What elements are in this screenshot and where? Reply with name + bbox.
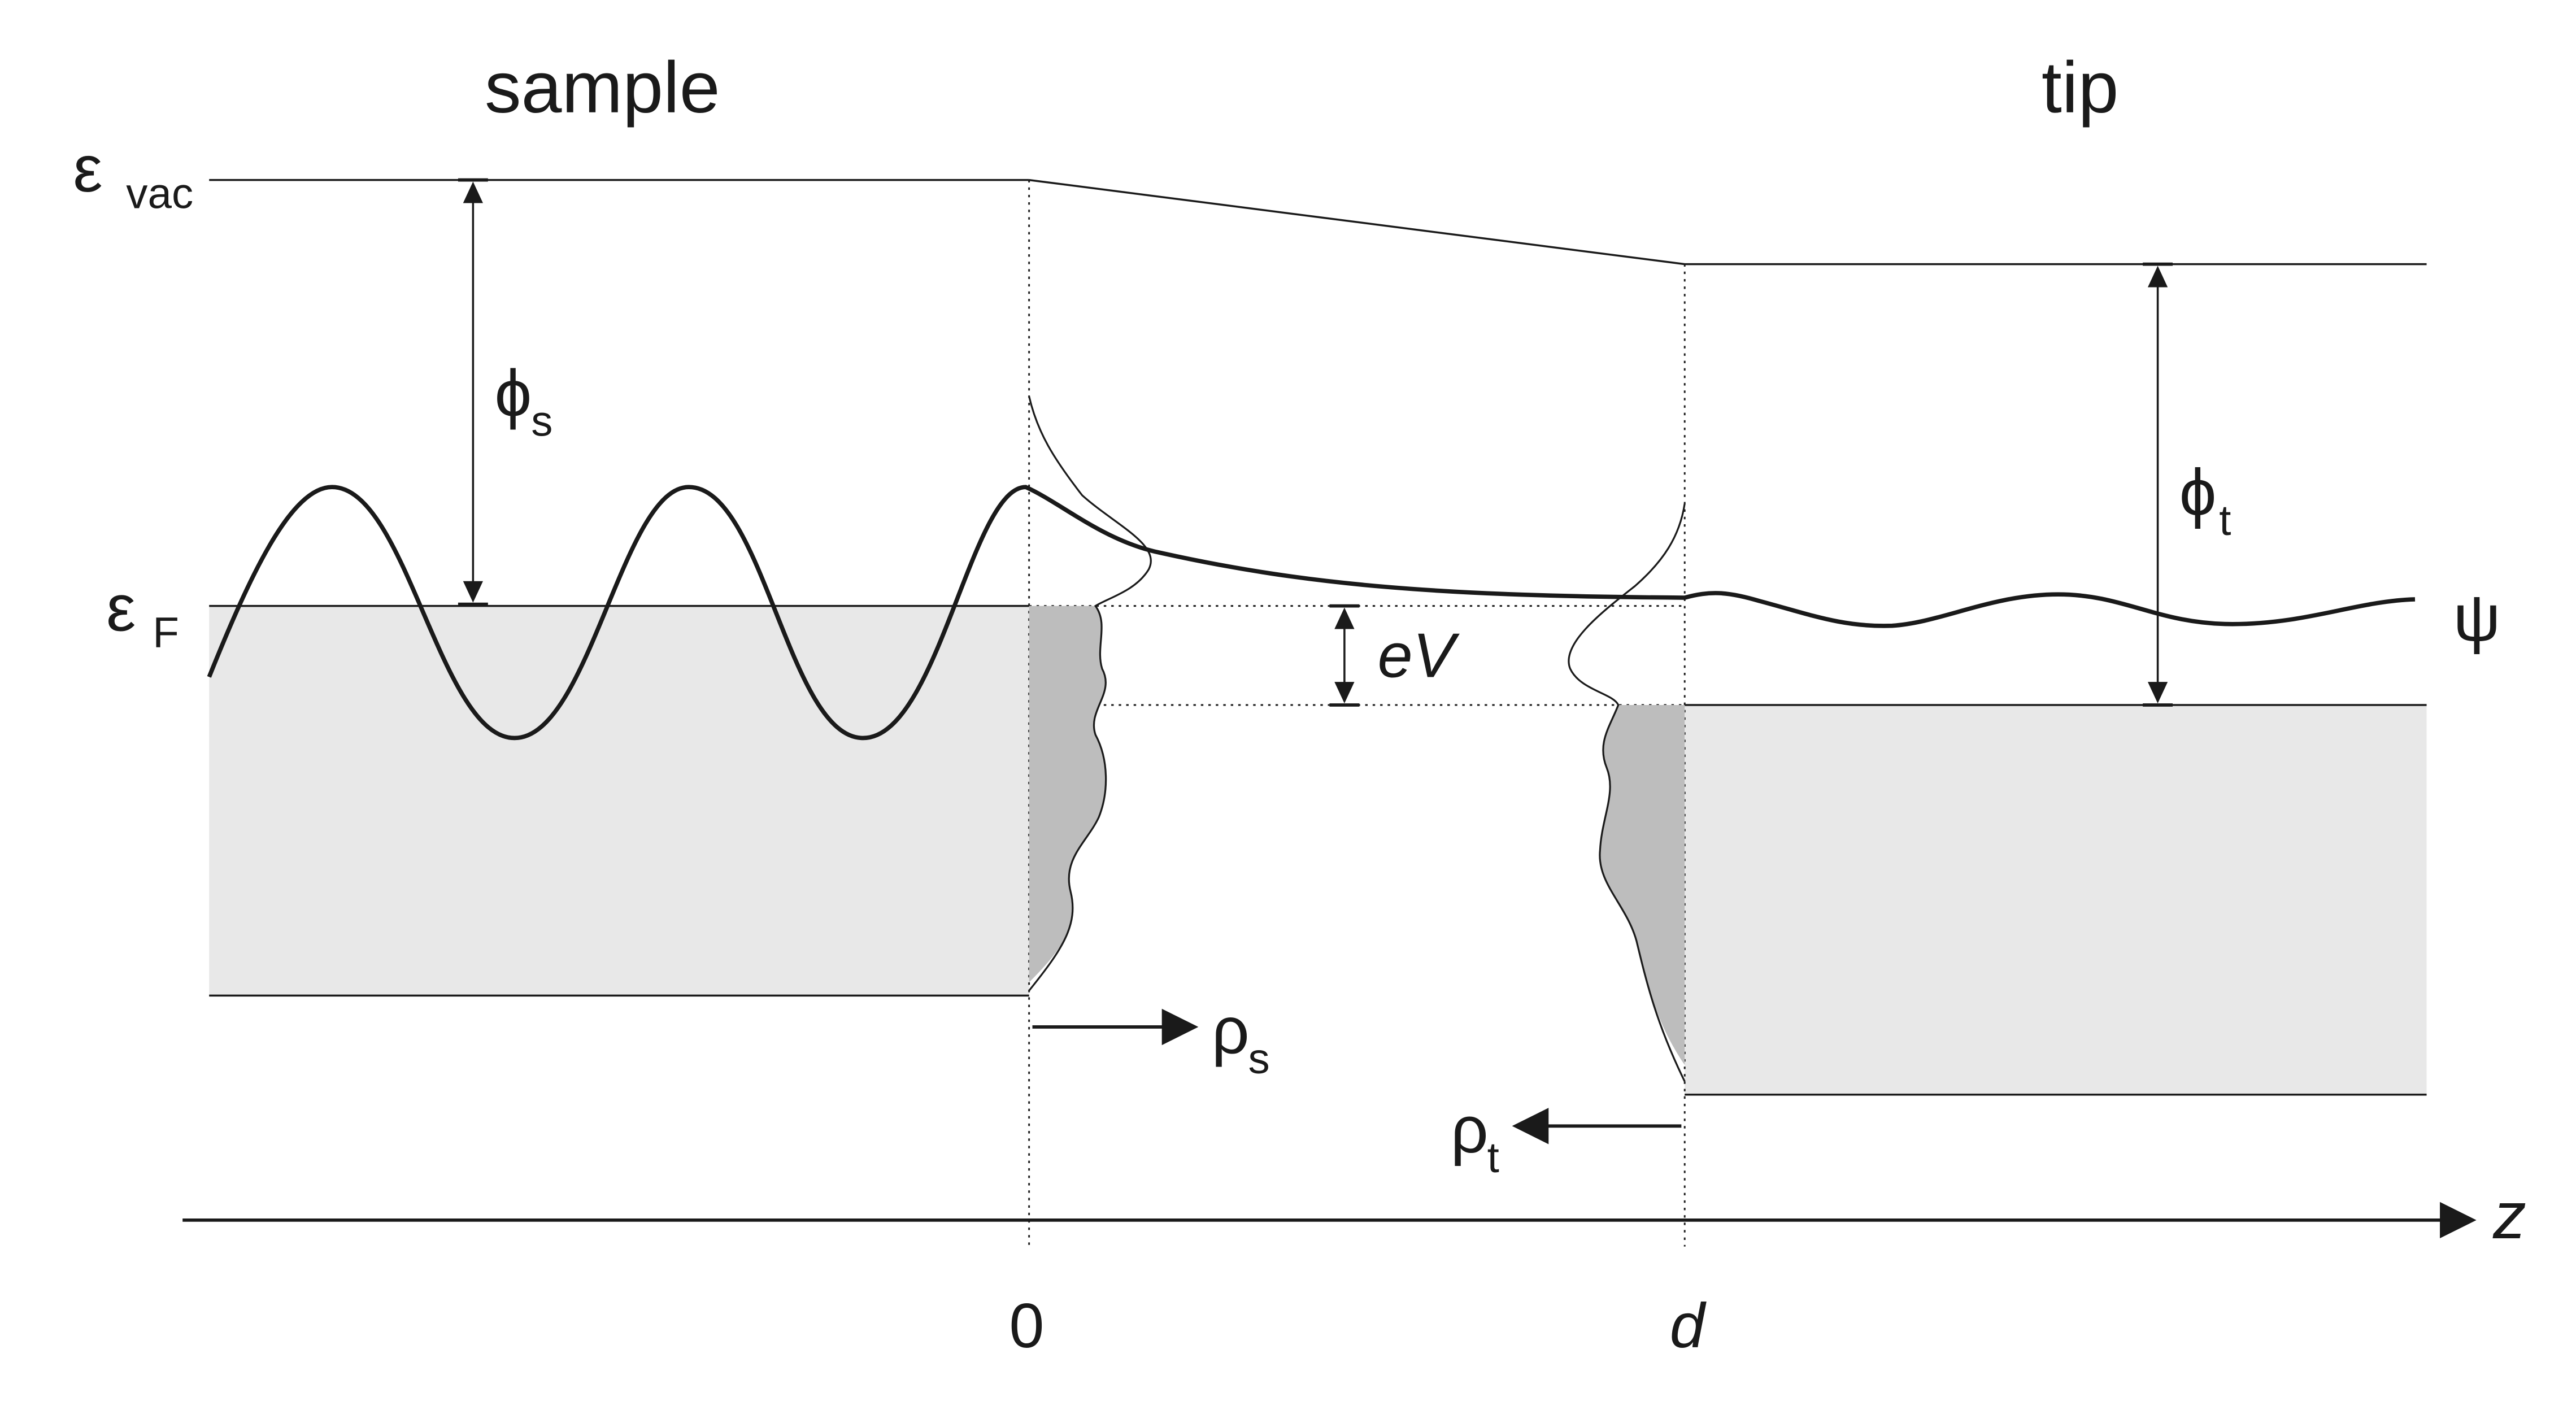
- vacuum-barrier-slope: [1029, 179, 1685, 266]
- phi-t-label: ϕ: [2179, 455, 2217, 529]
- rho-t-label: ρ: [1451, 1093, 1489, 1167]
- rho-s-sub: s: [1248, 1035, 1269, 1083]
- phi-s-arrow-down: [463, 581, 483, 603]
- fermi-level-sub: F: [153, 609, 179, 657]
- ev-arrow-up: [1334, 607, 1355, 629]
- vacuum-level-label: ε: [73, 132, 102, 206]
- wavefunction-curve: [207, 485, 2416, 741]
- sample-dos-curve: [1028, 396, 1152, 991]
- tip-dos-curve: [1568, 503, 1686, 1082]
- ev-label: eV: [1378, 620, 1460, 691]
- rho-t-arrowhead: [1512, 1108, 1549, 1144]
- phi-t-arrow-down: [2147, 682, 2168, 704]
- sample-band-fill: [209, 606, 1029, 996]
- phi-s-label: ϕ: [495, 356, 532, 430]
- rho-s-arrowhead: [1161, 1008, 1199, 1046]
- gap-tick-label: d: [1670, 1290, 1707, 1361]
- phi-t-sub: t: [2219, 497, 2231, 545]
- z-axis-arrowhead: [2440, 1202, 2477, 1239]
- tip-dos-occupied: [1599, 705, 1685, 1065]
- phi-s-sub: s: [531, 398, 552, 446]
- psi-label: ψ: [2453, 581, 2501, 655]
- tip-band-fill: [1685, 705, 2427, 1095]
- origin-tick-label: 0: [1009, 1290, 1044, 1361]
- fermi-level-label: ε: [106, 571, 136, 645]
- phi-t-arrow-up: [2147, 266, 2168, 288]
- sample-label: sample: [485, 47, 720, 128]
- rho-t-sub: t: [1487, 1134, 1499, 1182]
- vacuum-level-sub: vac: [126, 169, 193, 217]
- phi-s-arrow-up: [463, 181, 483, 203]
- z-axis-label: z: [2492, 1178, 2526, 1252]
- sample-dos-occupied: [1029, 606, 1106, 983]
- ev-arrow-down: [1334, 682, 1355, 704]
- tip-label: tip: [2042, 47, 2119, 128]
- rho-s-label: ρ: [1212, 994, 1250, 1068]
